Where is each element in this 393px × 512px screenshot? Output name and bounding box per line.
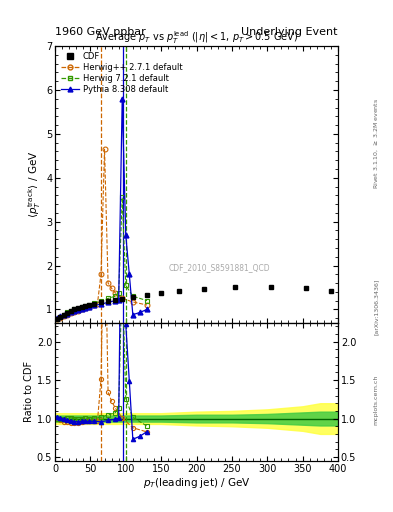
- Text: 1960 GeV ppbar: 1960 GeV ppbar: [55, 27, 146, 37]
- Text: Rivet 3.1.10, $\geq$ 3.2M events: Rivet 3.1.10, $\geq$ 3.2M events: [372, 98, 380, 189]
- Legend: CDF, Herwig++ 2.7.1 default, Herwig 7.2.1 default, Pythia 8.308 default: CDF, Herwig++ 2.7.1 default, Herwig 7.2.…: [59, 50, 184, 96]
- Y-axis label: $\langle p_T^{\mathrm{track}} \rangle$ / GeV: $\langle p_T^{\mathrm{track}} \rangle$ /…: [26, 151, 43, 218]
- X-axis label: $p_T$(leading jet) / GeV: $p_T$(leading jet) / GeV: [143, 476, 250, 490]
- Y-axis label: Ratio to CDF: Ratio to CDF: [24, 361, 34, 422]
- Text: [arXiv:1306.3436]: [arXiv:1306.3436]: [374, 279, 378, 335]
- Text: Underlying Event: Underlying Event: [241, 27, 338, 37]
- Text: mcplots.cern.ch: mcplots.cern.ch: [374, 374, 378, 424]
- Text: CDF_2010_S8591881_QCD: CDF_2010_S8591881_QCD: [168, 263, 270, 272]
- Title: Average $p_T$ vs $p_T^{\mathrm{lead}}$ ($|\eta| < 1$, $p_T > 0.5$ GeV): Average $p_T$ vs $p_T^{\mathrm{lead}}$ (…: [95, 29, 298, 46]
